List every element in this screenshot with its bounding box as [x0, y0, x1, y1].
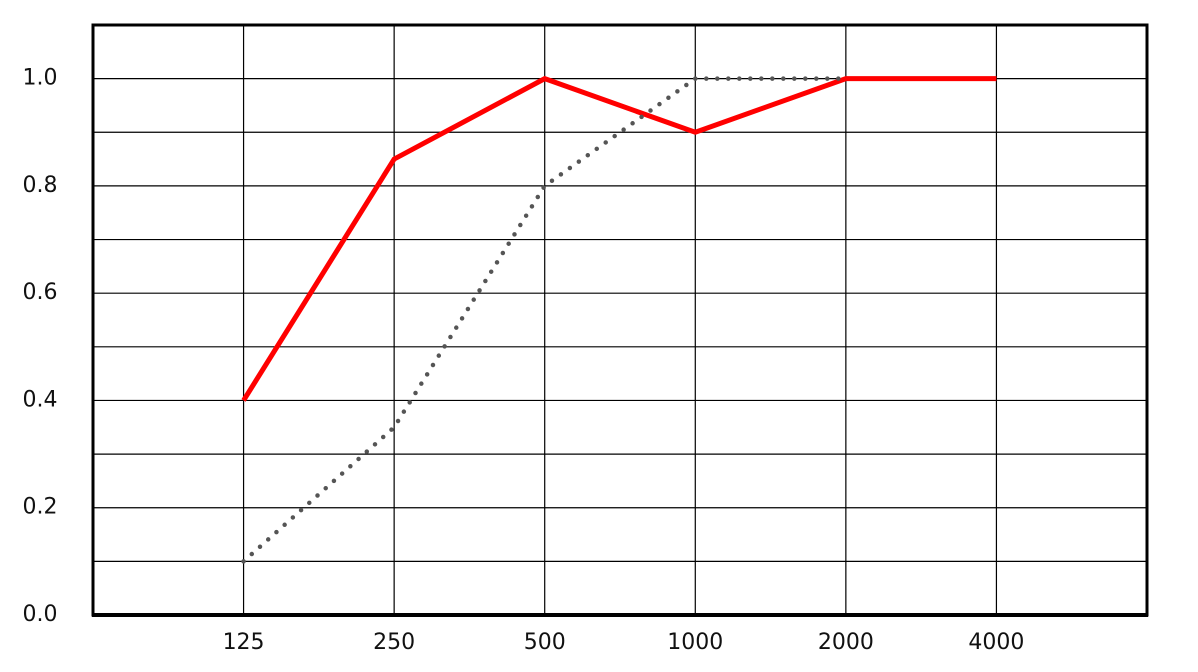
series-line [241, 76, 849, 564]
y-tick-label: 0.0 [23, 602, 58, 627]
x-tick-label: 1000 [667, 630, 723, 655]
x-tick-label: 125 [223, 630, 265, 655]
y-tick-label: 0.2 [23, 495, 58, 520]
x-tick-label: 250 [373, 630, 415, 655]
plot-frame [91, 23, 1149, 617]
x-tick-label: 2000 [818, 630, 874, 655]
y-tick-label: 1.0 [23, 66, 58, 91]
x-tick-label: 4000 [968, 630, 1024, 655]
y-tick-label: 0.8 [23, 173, 58, 198]
x-tick-label: 500 [524, 630, 566, 655]
y-tick-label: 0.6 [23, 280, 58, 305]
y-tick-label: 0.4 [23, 387, 58, 412]
series-line [241, 75, 997, 402]
